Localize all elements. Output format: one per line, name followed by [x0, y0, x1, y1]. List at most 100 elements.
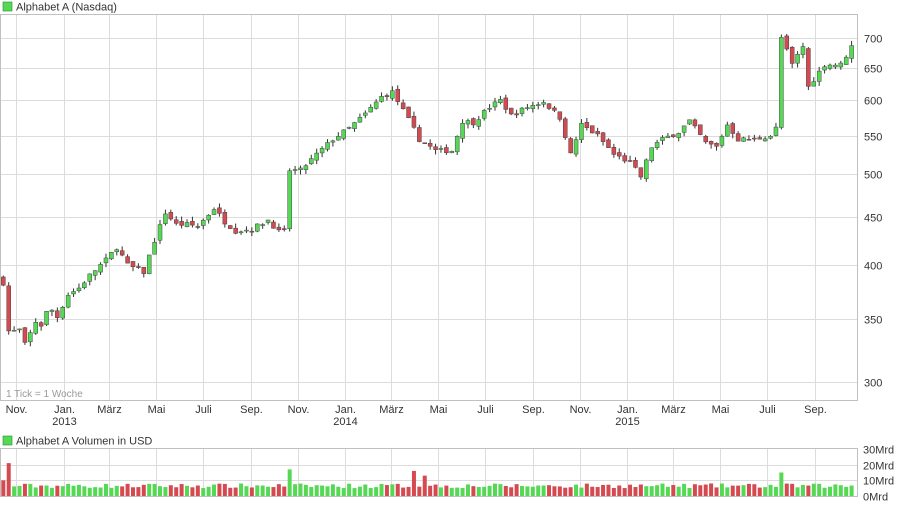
candle-body [460, 123, 465, 139]
volume-bar [703, 484, 708, 496]
volume-bar [509, 487, 514, 496]
volume-bar [660, 483, 665, 496]
volume-bar [817, 483, 822, 496]
volume-bar [136, 487, 141, 496]
volume-bar [736, 485, 741, 496]
volume-bar [93, 487, 98, 496]
candle-body [660, 137, 665, 141]
candle-body [130, 261, 136, 268]
volume-bar [190, 487, 195, 496]
candle-body [827, 64, 833, 69]
candle-body [303, 165, 309, 170]
candle-body [454, 136, 460, 153]
candle-body [449, 150, 455, 154]
volume-bar [212, 484, 217, 496]
price-y-tick-label: 300 [864, 378, 882, 390]
volume-bar [309, 487, 314, 496]
volume-bar [665, 486, 670, 496]
candle-body [276, 226, 282, 231]
candle-body [1, 276, 6, 286]
candle-body [136, 266, 141, 268]
x-tick-label: Nov. [6, 404, 28, 416]
volume-bar [357, 486, 362, 496]
volume-bar [130, 487, 135, 496]
volume-bar [158, 486, 163, 496]
volume-bar [492, 483, 497, 496]
x-tick-label: Jan. [335, 404, 356, 416]
volume-bar [595, 487, 600, 496]
candle-body [584, 122, 590, 128]
candle-body [325, 142, 330, 150]
candle-body [508, 107, 514, 115]
volume-bar [536, 485, 541, 496]
volume-bar [114, 485, 119, 496]
volume-bar [574, 484, 579, 496]
candle-body [249, 230, 255, 233]
candle-body [373, 101, 379, 109]
candle-body [692, 119, 698, 127]
candle-body [265, 219, 271, 223]
candle-body [157, 224, 163, 241]
volume-bar [790, 483, 795, 496]
volume-bar [411, 470, 416, 496]
volume-bar [228, 487, 233, 496]
candle-body [589, 125, 595, 134]
candle-body [708, 141, 714, 145]
candle-body [530, 104, 536, 109]
price-grid [1, 15, 857, 400]
volume-bar [406, 486, 411, 496]
candle-body [141, 267, 147, 274]
volume-bar [838, 485, 843, 496]
volume-bar [395, 483, 400, 496]
volume-bar [590, 486, 595, 496]
candle-body [816, 70, 822, 82]
candle-body [76, 287, 82, 291]
x-tick-label: Sep. [804, 404, 827, 416]
candle-body [28, 332, 33, 343]
volume-bar [552, 486, 557, 496]
candle-body [698, 124, 703, 135]
volume-bar [709, 483, 714, 496]
volume-bar [163, 487, 168, 496]
candle-body [190, 221, 195, 226]
volume-bar [325, 486, 330, 496]
candle-body [681, 125, 687, 133]
candle-body [746, 139, 752, 141]
candle-body [498, 99, 503, 103]
x-tick-label: Juli [477, 404, 494, 416]
x-tick-label: Juli [759, 404, 776, 416]
volume-bar [746, 483, 751, 496]
candle-body [833, 64, 838, 68]
volume-bar [12, 486, 17, 496]
volume-bar [55, 485, 60, 496]
candle-body [309, 158, 314, 165]
volume-bar [617, 485, 622, 496]
volume-bar [773, 486, 778, 496]
x-tick-label: Jan. [54, 404, 75, 416]
volume-legend-swatch [2, 435, 13, 446]
candle-body [784, 35, 790, 50]
volume-bar [460, 487, 465, 496]
volume-bar [87, 487, 92, 496]
price-y-tick-label: 550 [864, 132, 882, 144]
candle-body [811, 81, 817, 87]
candle-body [200, 219, 206, 226]
candle-body [525, 107, 530, 109]
candle-body [838, 62, 844, 68]
candle-body [179, 221, 184, 226]
volume-bar [282, 486, 287, 496]
price-y-tick-label: 650 [864, 64, 882, 76]
candle-body [476, 119, 482, 127]
candle-body [465, 120, 471, 125]
candle-body [481, 110, 487, 119]
candle-body [65, 295, 71, 308]
candle-body [6, 285, 11, 332]
volume-bar [714, 487, 719, 496]
candle-body [400, 102, 406, 110]
volume-bar [784, 483, 789, 496]
volume-y-tick-label: 0Mrd [863, 492, 888, 504]
volume-bar [49, 487, 54, 496]
